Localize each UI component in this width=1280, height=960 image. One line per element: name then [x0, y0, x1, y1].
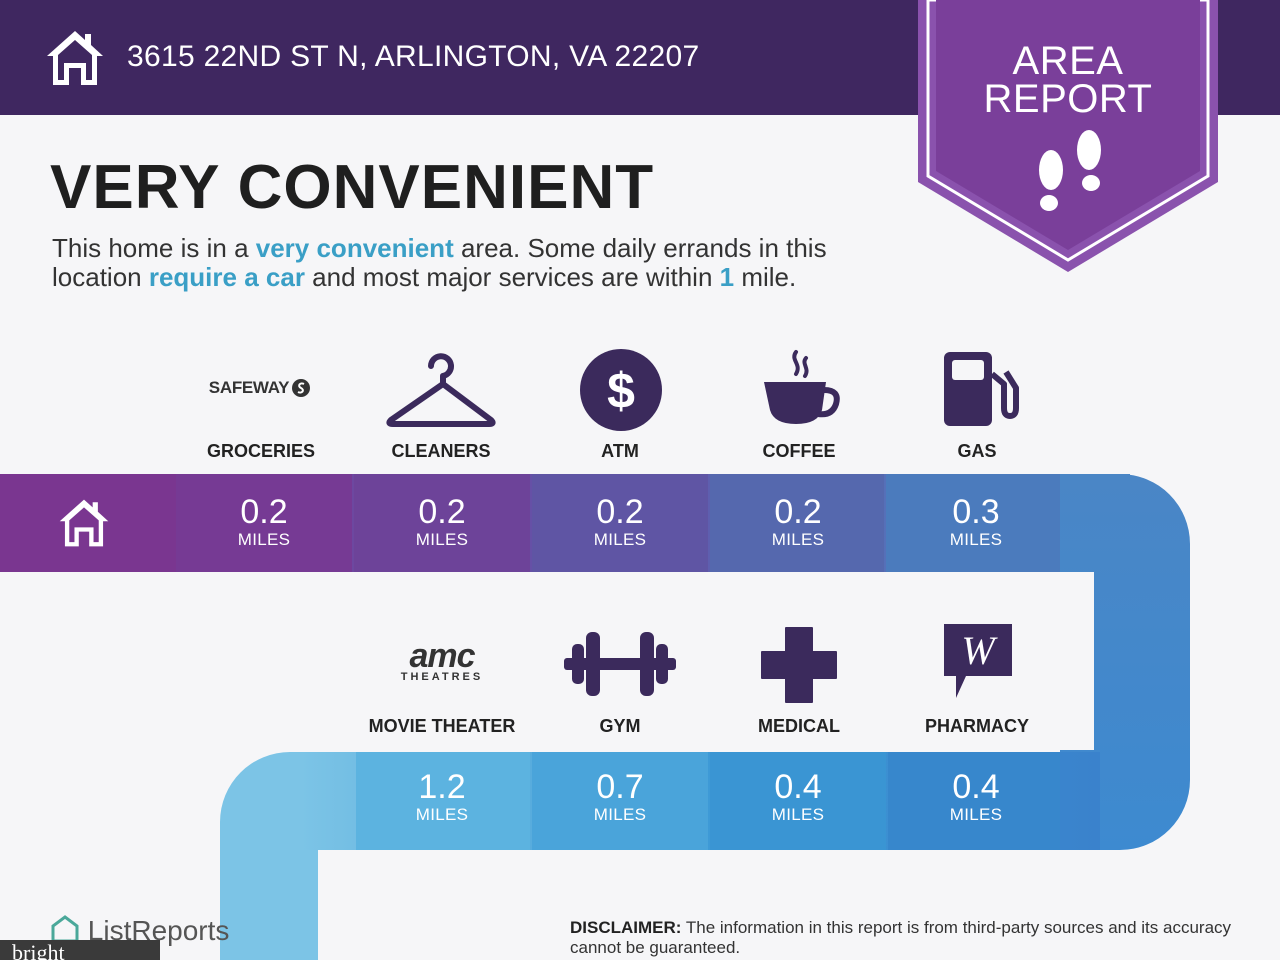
row1-cell-bg	[354, 474, 530, 572]
hanger-icon	[386, 353, 496, 427]
gas-pump-icon	[944, 352, 1019, 426]
row1-cell-bg	[886, 474, 1060, 572]
category-label-pharmacy: PHARMACY	[924, 716, 1029, 736]
bright-mls-logo: bright	[0, 940, 160, 960]
house-icon	[47, 31, 103, 85]
amc-logo: amc THEATRES	[400, 637, 484, 683]
row1-cell-bg	[176, 474, 352, 572]
footprints-icon	[1039, 130, 1101, 211]
disclaimer-text: DISCLAIMER: The information in this repo…	[570, 918, 1232, 957]
summary-description: This home is in a very convenient area. …	[52, 233, 827, 292]
row1-cell-bg	[532, 474, 708, 572]
row2-cell-bg	[532, 752, 708, 850]
category-label-gas: GAS	[957, 441, 997, 461]
distance-cell-cleaners: 0.2 MILES	[415, 493, 469, 549]
row2-cell-bg	[356, 752, 530, 850]
walgreens-logo: W	[944, 624, 1012, 698]
distance-cell-atm: 0.2 MILES	[593, 493, 647, 549]
category-label-groceries: GROCERIES	[206, 441, 316, 461]
distance-cell-pharmacy: 0.4 MILES	[949, 768, 1003, 824]
category-label-atm: ATM	[601, 441, 639, 461]
category-label-cleaners: CLEANERS	[391, 441, 491, 461]
row2-cell-bg	[710, 752, 886, 850]
svg-text:W: W	[961, 628, 998, 673]
area-report-badge	[918, 0, 1218, 272]
badge-title: AREA REPORT	[983, 39, 1153, 121]
row2-cell-bg	[888, 752, 1060, 850]
distance-cell-gym: 0.7 MILES	[593, 768, 647, 824]
house-icon	[59, 499, 109, 547]
distance-cell-gas: 0.3 MILES	[949, 493, 1003, 549]
distance-cell-groceries: 0.2 MILES	[237, 493, 291, 549]
medical-cross-icon	[761, 627, 837, 703]
distance-cell-medical: 0.4 MILES	[771, 768, 825, 824]
dumbbell-icon	[564, 632, 676, 696]
distance-cell-coffee: 0.2 MILES	[771, 493, 825, 549]
svg-text:$: $	[607, 363, 635, 419]
category-label-gym: GYM	[599, 716, 641, 736]
category-label-medical: MEDICAL	[758, 716, 840, 736]
category-label-coffee: COFFEE	[762, 441, 836, 461]
coffee-cup-icon	[764, 350, 840, 424]
distance-cell-movie-theater: 1.2 MILES	[415, 768, 469, 824]
safeway-logo: SAFEWAY	[200, 372, 320, 404]
row1-cell-bg	[710, 474, 884, 572]
category-label-movie-theater: MOVIE THEATER	[368, 716, 516, 736]
page-title: VERY CONVENIENT	[50, 153, 655, 222]
dollar-icon: $	[580, 349, 662, 431]
property-address: 3615 22ND ST N, ARLINGTON, VA 22207	[127, 40, 700, 73]
